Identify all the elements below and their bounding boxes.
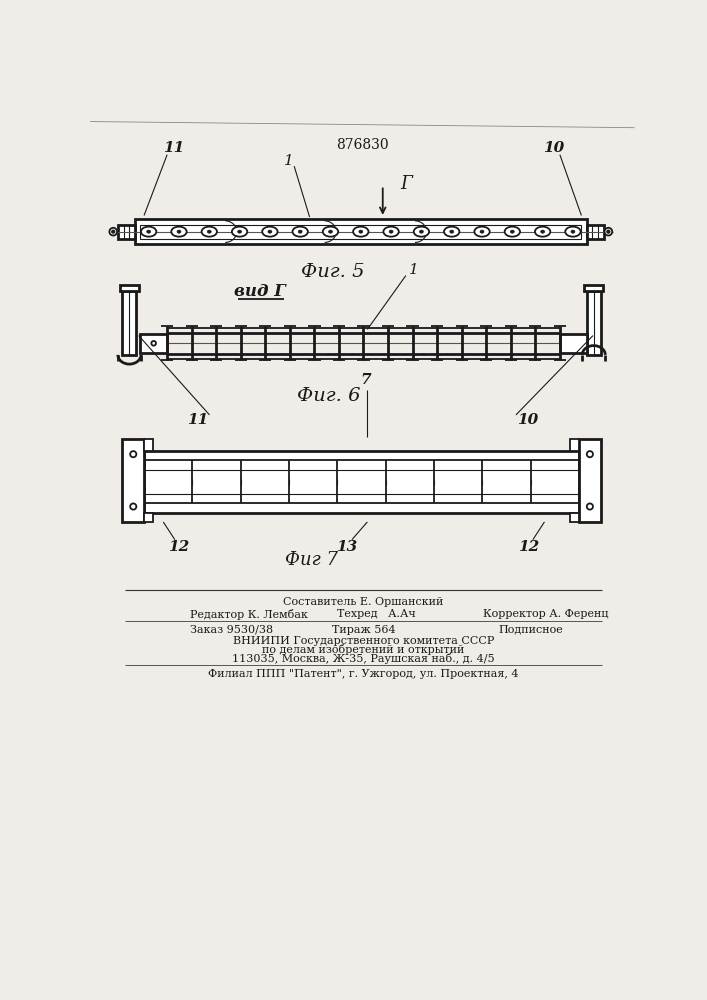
Ellipse shape <box>474 227 490 237</box>
Text: 10: 10 <box>543 141 564 155</box>
Text: Техред   А.Ач: Техред А.Ач <box>337 609 415 619</box>
Text: Корректор А. Ференц: Корректор А. Ференц <box>483 609 608 619</box>
Text: Г: Г <box>400 175 411 193</box>
Ellipse shape <box>510 230 514 233</box>
Text: 1: 1 <box>409 263 419 277</box>
Bar <box>140 225 581 239</box>
Ellipse shape <box>130 451 136 457</box>
Ellipse shape <box>565 227 580 237</box>
Bar <box>122 291 136 355</box>
Bar <box>140 334 167 353</box>
Ellipse shape <box>151 341 156 346</box>
Ellipse shape <box>419 230 423 233</box>
Ellipse shape <box>329 230 332 233</box>
Bar <box>144 513 153 522</box>
Ellipse shape <box>389 230 393 233</box>
Ellipse shape <box>535 227 550 237</box>
Text: 12: 12 <box>518 540 539 554</box>
Bar <box>144 451 579 513</box>
Text: Филиал ППП "Патент", г. Ужгород, ул. Проектная, 4: Филиал ППП "Патент", г. Ужгород, ул. Про… <box>209 669 519 679</box>
Text: Редактор К. Лембак: Редактор К. Лембак <box>190 609 308 620</box>
Text: Тираж 564: Тираж 564 <box>332 625 395 635</box>
Text: 10: 10 <box>517 413 538 427</box>
Ellipse shape <box>607 230 610 233</box>
Ellipse shape <box>505 227 520 237</box>
Ellipse shape <box>171 227 187 237</box>
Ellipse shape <box>147 230 151 233</box>
Bar <box>120 285 139 291</box>
Ellipse shape <box>110 228 117 235</box>
Text: 13: 13 <box>336 540 357 554</box>
Text: по делам изобретений и открытий: по делам изобретений и открытий <box>262 644 464 655</box>
Bar <box>585 285 603 291</box>
Bar <box>579 439 601 522</box>
Text: 11: 11 <box>163 141 184 155</box>
Ellipse shape <box>262 227 278 237</box>
Bar <box>587 225 604 239</box>
Text: Заказ 9530/38: Заказ 9530/38 <box>190 625 274 635</box>
Ellipse shape <box>587 503 593 510</box>
Bar <box>144 439 153 451</box>
Ellipse shape <box>444 227 460 237</box>
Ellipse shape <box>177 230 181 233</box>
Bar <box>118 225 135 239</box>
Ellipse shape <box>298 230 302 233</box>
Ellipse shape <box>201 227 217 237</box>
Ellipse shape <box>293 227 308 237</box>
Ellipse shape <box>480 230 484 233</box>
Ellipse shape <box>541 230 544 233</box>
Ellipse shape <box>141 227 156 237</box>
Ellipse shape <box>353 227 368 237</box>
Text: ВНИИПИ Государственного комитета СССР: ВНИИПИ Государственного комитета СССР <box>233 636 494 646</box>
Ellipse shape <box>323 227 338 237</box>
Text: Фиг. 5: Фиг. 5 <box>301 263 364 281</box>
Bar <box>570 439 579 451</box>
Ellipse shape <box>383 227 399 237</box>
Ellipse shape <box>238 230 242 233</box>
Text: 876830: 876830 <box>336 138 388 152</box>
Ellipse shape <box>207 230 211 233</box>
Text: Фиг. 6: Фиг. 6 <box>297 387 361 405</box>
Bar <box>570 513 579 522</box>
Ellipse shape <box>587 451 593 457</box>
Ellipse shape <box>571 230 575 233</box>
Ellipse shape <box>112 230 115 233</box>
Ellipse shape <box>450 230 454 233</box>
Ellipse shape <box>359 230 363 233</box>
Ellipse shape <box>232 227 247 237</box>
Ellipse shape <box>414 227 429 237</box>
Bar <box>560 334 587 353</box>
Text: 12: 12 <box>168 540 189 554</box>
Text: вид Г: вид Г <box>234 283 286 300</box>
Text: Составитель Е. Оршанский: Составитель Е. Оршанский <box>284 597 444 607</box>
Text: 7: 7 <box>361 373 371 387</box>
Ellipse shape <box>130 503 136 510</box>
Text: 11: 11 <box>187 413 209 427</box>
Text: Подписное: Подписное <box>498 625 563 635</box>
Ellipse shape <box>268 230 271 233</box>
Text: Фиг 7: Фиг 7 <box>286 551 339 569</box>
Text: 1: 1 <box>284 154 293 168</box>
Bar <box>122 439 144 522</box>
Bar <box>587 291 601 355</box>
Bar <box>135 219 587 244</box>
Text: 113035, Москва, Ж-35, Раушская наб., д. 4/5: 113035, Москва, Ж-35, Раушская наб., д. … <box>232 654 495 664</box>
Ellipse shape <box>604 228 612 235</box>
